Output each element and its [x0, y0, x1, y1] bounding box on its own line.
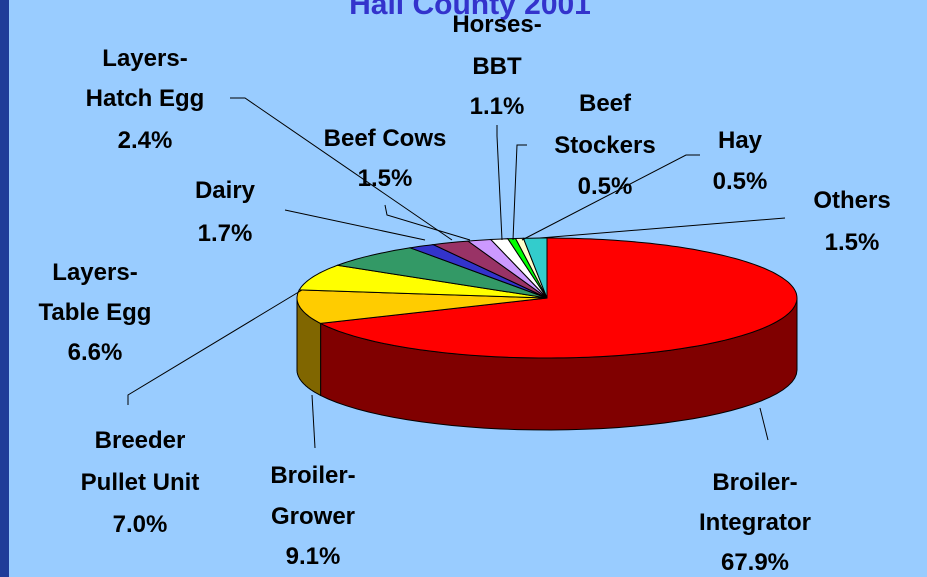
value-label: 1.5% — [825, 229, 880, 256]
slice-label: Hay — [718, 127, 763, 154]
slice-label: Stockers — [554, 132, 655, 159]
leader-line — [384, 204, 471, 241]
slice-label: Breeder — [95, 427, 186, 454]
value-label: 1.5% — [358, 165, 413, 192]
chart-title: Hall County 2001 — [349, 0, 591, 21]
slice-label: BBT — [472, 53, 522, 80]
slice-label: Broiler- — [712, 469, 797, 496]
leader-line — [230, 97, 453, 241]
slice — [298, 264, 548, 299]
leader-line — [521, 154, 700, 241]
slice-label: Pullet Unit — [81, 469, 200, 496]
slice-label: Others — [813, 187, 890, 214]
leader-line — [311, 394, 316, 449]
slice-label: Hatch Egg — [86, 85, 205, 112]
value-label: 67.9% — [721, 549, 789, 576]
slice — [296, 289, 548, 324]
slice-label: Grower — [271, 503, 355, 530]
slice-label: Horses- — [452, 11, 541, 38]
value-label: 0.5% — [578, 173, 633, 200]
left-border — [0, 0, 9, 577]
leader-line — [496, 125, 503, 241]
value-label: 0.5% — [713, 168, 768, 195]
value-label: 1.1% — [470, 93, 525, 120]
value-label: 7.0% — [113, 511, 168, 538]
value-label: 6.6% — [68, 339, 123, 366]
slice-label: Layers- — [52, 259, 137, 286]
leader-line — [284, 209, 426, 241]
slice — [318, 237, 798, 359]
leader-line — [539, 217, 786, 239]
slice-label: Broiler- — [270, 462, 355, 489]
slice — [431, 240, 548, 299]
slice-label: Beef Cows — [324, 125, 447, 152]
slice-label: Table Egg — [39, 299, 152, 326]
value-label: 2.4% — [118, 127, 173, 154]
leader-line — [127, 289, 303, 405]
slice-label: Beef — [579, 90, 632, 117]
value-label: 1.7% — [198, 220, 253, 247]
slice — [337, 247, 548, 299]
slice-label: Layers- — [102, 45, 187, 72]
leader-line — [759, 407, 769, 441]
slice-label: Integrator — [699, 509, 811, 536]
slice — [522, 237, 548, 299]
value-label: 9.1% — [286, 543, 341, 570]
slice-label: Dairy — [195, 177, 256, 204]
leader-line — [512, 144, 527, 241]
